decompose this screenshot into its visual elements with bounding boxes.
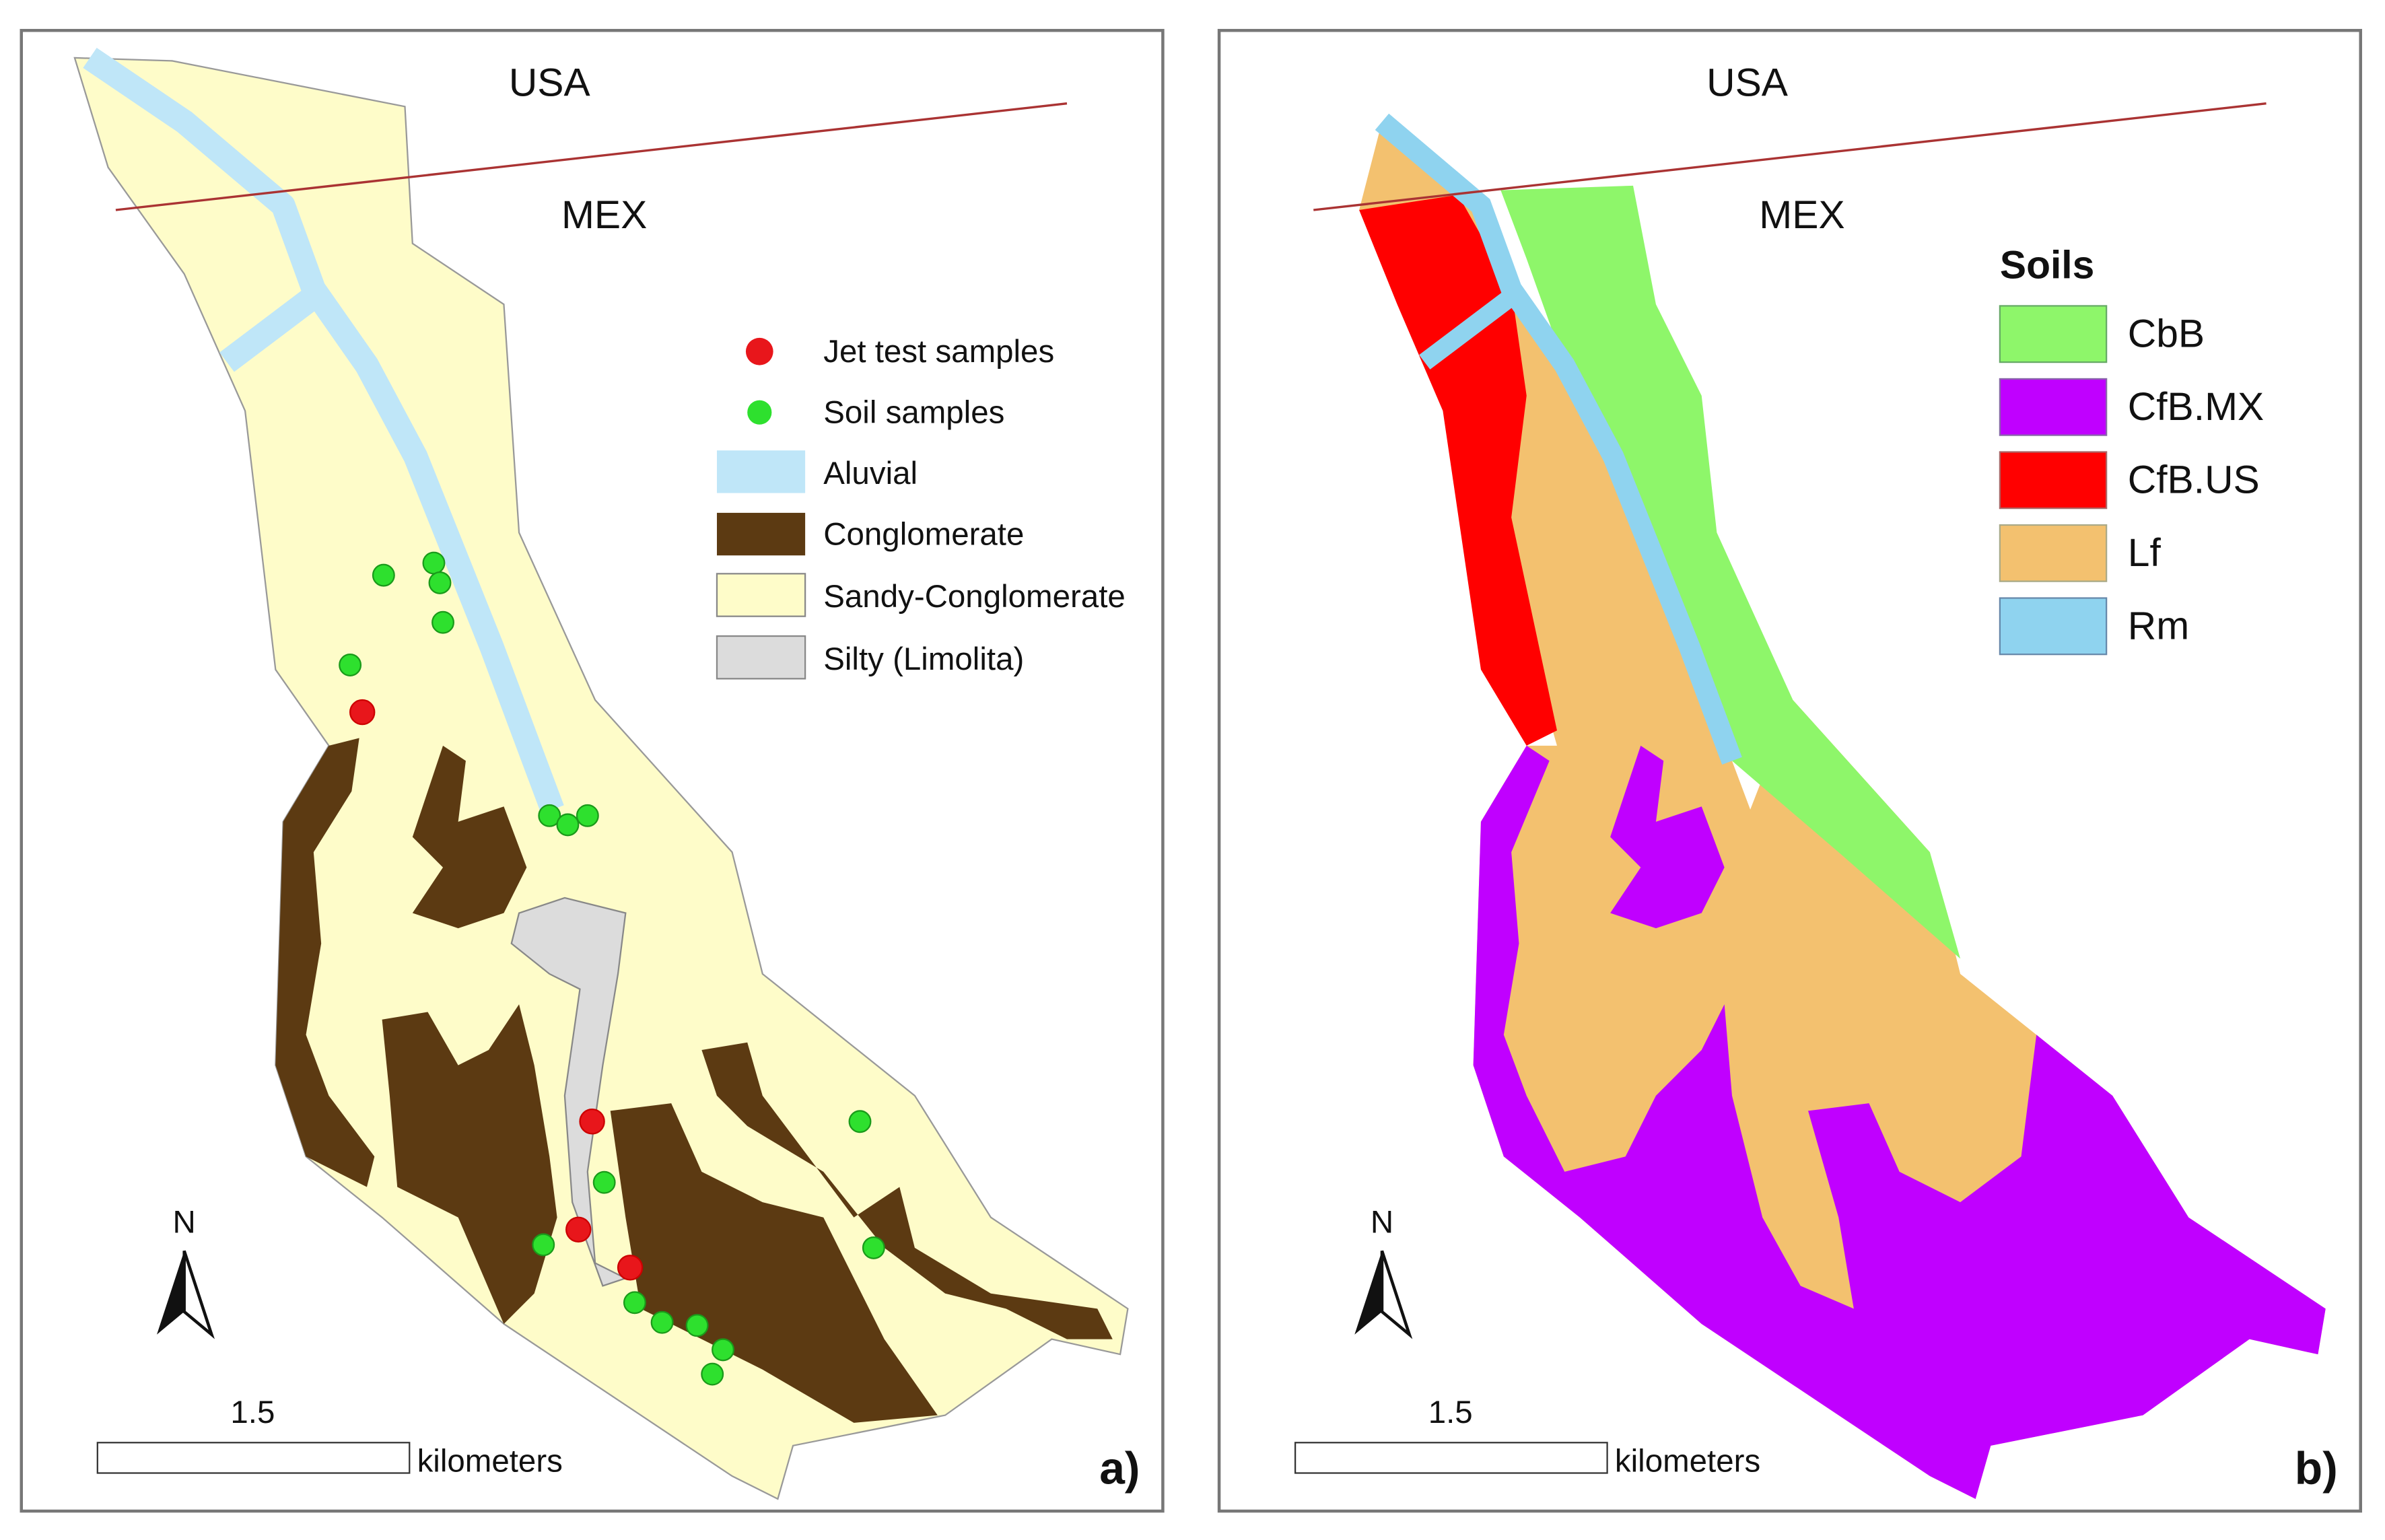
legend-label: Sandy-Conglomerate	[823, 579, 1126, 615]
legend: Jet test samples Soil samples Aluvial Co…	[716, 334, 1126, 680]
scale-unit: kilometers	[417, 1443, 563, 1479]
border-line	[115, 102, 1068, 211]
legend-swatch	[1999, 451, 2108, 510]
legend-title: Soils	[2000, 244, 2094, 287]
cfb-mx-area	[1473, 745, 2326, 1499]
legend-label: Aluvial	[823, 456, 918, 491]
scale-value: 1.5	[230, 1395, 275, 1430]
panel-label: a)	[1099, 1443, 1140, 1494]
cfb-mx-area	[1610, 745, 1725, 929]
legend-label: Jet test samples	[823, 334, 1054, 370]
legend-label: Soil samples	[823, 395, 1004, 431]
legend-swatch	[1999, 378, 2108, 436]
legend-swatch	[1999, 597, 2108, 656]
legend: Soils CbB CfB.MX CfB.US Lf Rm	[1999, 244, 2264, 656]
north-label: N	[173, 1204, 196, 1240]
scale-bar	[96, 1442, 411, 1474]
soil-samples	[339, 551, 885, 1386]
scale-bar	[1294, 1442, 1608, 1474]
cbb-area	[1500, 185, 1961, 959]
scale-unit: kilometers	[1615, 1443, 1760, 1479]
rm-area	[1419, 289, 1517, 370]
legend-swatch	[1999, 524, 2108, 582]
country-label: USA	[1706, 61, 1789, 104]
legend-swatch	[716, 512, 806, 556]
legend-swatch	[747, 400, 772, 425]
legend-swatch	[716, 635, 806, 680]
border-line	[1313, 102, 2267, 211]
legend-label: CfB.MX	[2128, 385, 2264, 429]
country-label: USA	[509, 61, 591, 104]
legend-swatch	[716, 450, 806, 493]
legend-label: Lf	[2128, 531, 2162, 575]
conglomerate-areas	[275, 738, 1113, 1423]
legend-label: Conglomerate	[823, 516, 1024, 552]
legend-label: CfB.US	[2128, 458, 2260, 502]
north-label: N	[1371, 1204, 1393, 1240]
legend-label: Silty (Limolita)	[823, 641, 1024, 677]
panel-b: USA MEX Soils CbB CfB.MX CfB.US Lf Rm N …	[1217, 28, 2362, 1513]
scale-value: 1.5	[1428, 1395, 1473, 1430]
country-label: MEX	[561, 193, 647, 237]
legend-label: Rm	[2128, 604, 2189, 648]
legend-swatch	[716, 573, 806, 617]
legend-swatch	[1999, 305, 2108, 363]
rm-area	[1375, 113, 1742, 765]
panel-label: b)	[2295, 1443, 2338, 1494]
cfb-us-area	[1359, 195, 1557, 746]
legend-label: CbB	[2128, 312, 2205, 355]
panel-a: USA MEX Jet test samples Soil samples Al…	[20, 28, 1165, 1513]
country-label: MEX	[1759, 193, 1844, 237]
jet-test-samples	[349, 699, 644, 1281]
legend-swatch	[745, 337, 773, 365]
